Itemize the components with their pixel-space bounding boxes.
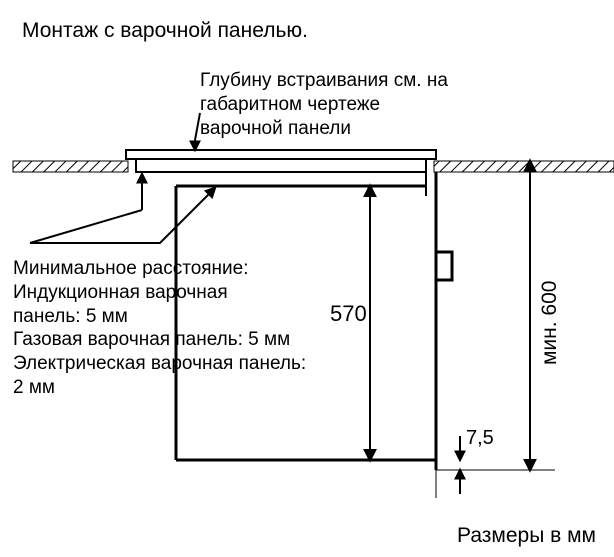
diagram-canvas: Монтаж с варочной панелью. Глубину встра…	[0, 0, 614, 557]
dim-label-75: 7,5	[466, 426, 494, 451]
leader-min-dist-diag	[30, 210, 142, 243]
footer: Размеры в мм	[457, 523, 596, 549]
dim-label-600: мин. 600	[537, 281, 563, 365]
cooktop-body	[136, 159, 426, 172]
dim-label-570: 570	[328, 300, 369, 328]
depth-note: Глубину встраивания см. на габаритном че…	[200, 69, 448, 140]
title: Монтаж с варочной панелью.	[22, 18, 308, 44]
counter-left	[13, 161, 128, 172]
cooktop-plate	[126, 150, 436, 159]
counter-right	[434, 161, 614, 172]
oven-handle	[436, 252, 452, 280]
min-distance-note: Минимальное расстояние: Индукционная вар…	[13, 257, 306, 400]
